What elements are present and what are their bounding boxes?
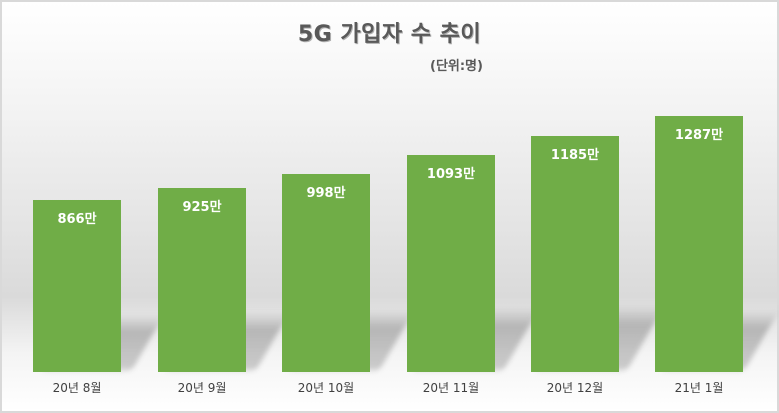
unit-label: (단위:명) <box>430 59 483 74</box>
x-tick-label: 21년 1월 <box>674 381 724 395</box>
bar: 1185만 <box>531 136 619 372</box>
bar-value-label: 866만 <box>57 212 97 227</box>
bar-value-label: 1185만 <box>550 148 600 163</box>
x-tick-label: 20년 10월 <box>297 381 355 395</box>
bar: 1287만 <box>655 116 743 372</box>
bar: 998만 <box>282 174 370 372</box>
x-tick-label: 20년 9월 <box>177 381 227 395</box>
bar: 866만 <box>33 200 121 372</box>
bar-value-label: 1287만 <box>674 128 724 143</box>
chart-title: 5G 가입자 수 추이 <box>297 22 482 47</box>
bar-value-label: 998만 <box>306 186 346 201</box>
bar-value-label: 925만 <box>182 200 222 215</box>
x-tick-label: 20년 12월 <box>546 381 604 395</box>
bar-value-label: 1093만 <box>426 167 476 182</box>
x-tick-label: 20년 11월 <box>422 381 480 395</box>
bar: 1093만 <box>407 155 495 372</box>
x-tick-label: 20년 8월 <box>52 381 102 395</box>
bar: 925만 <box>158 188 246 372</box>
